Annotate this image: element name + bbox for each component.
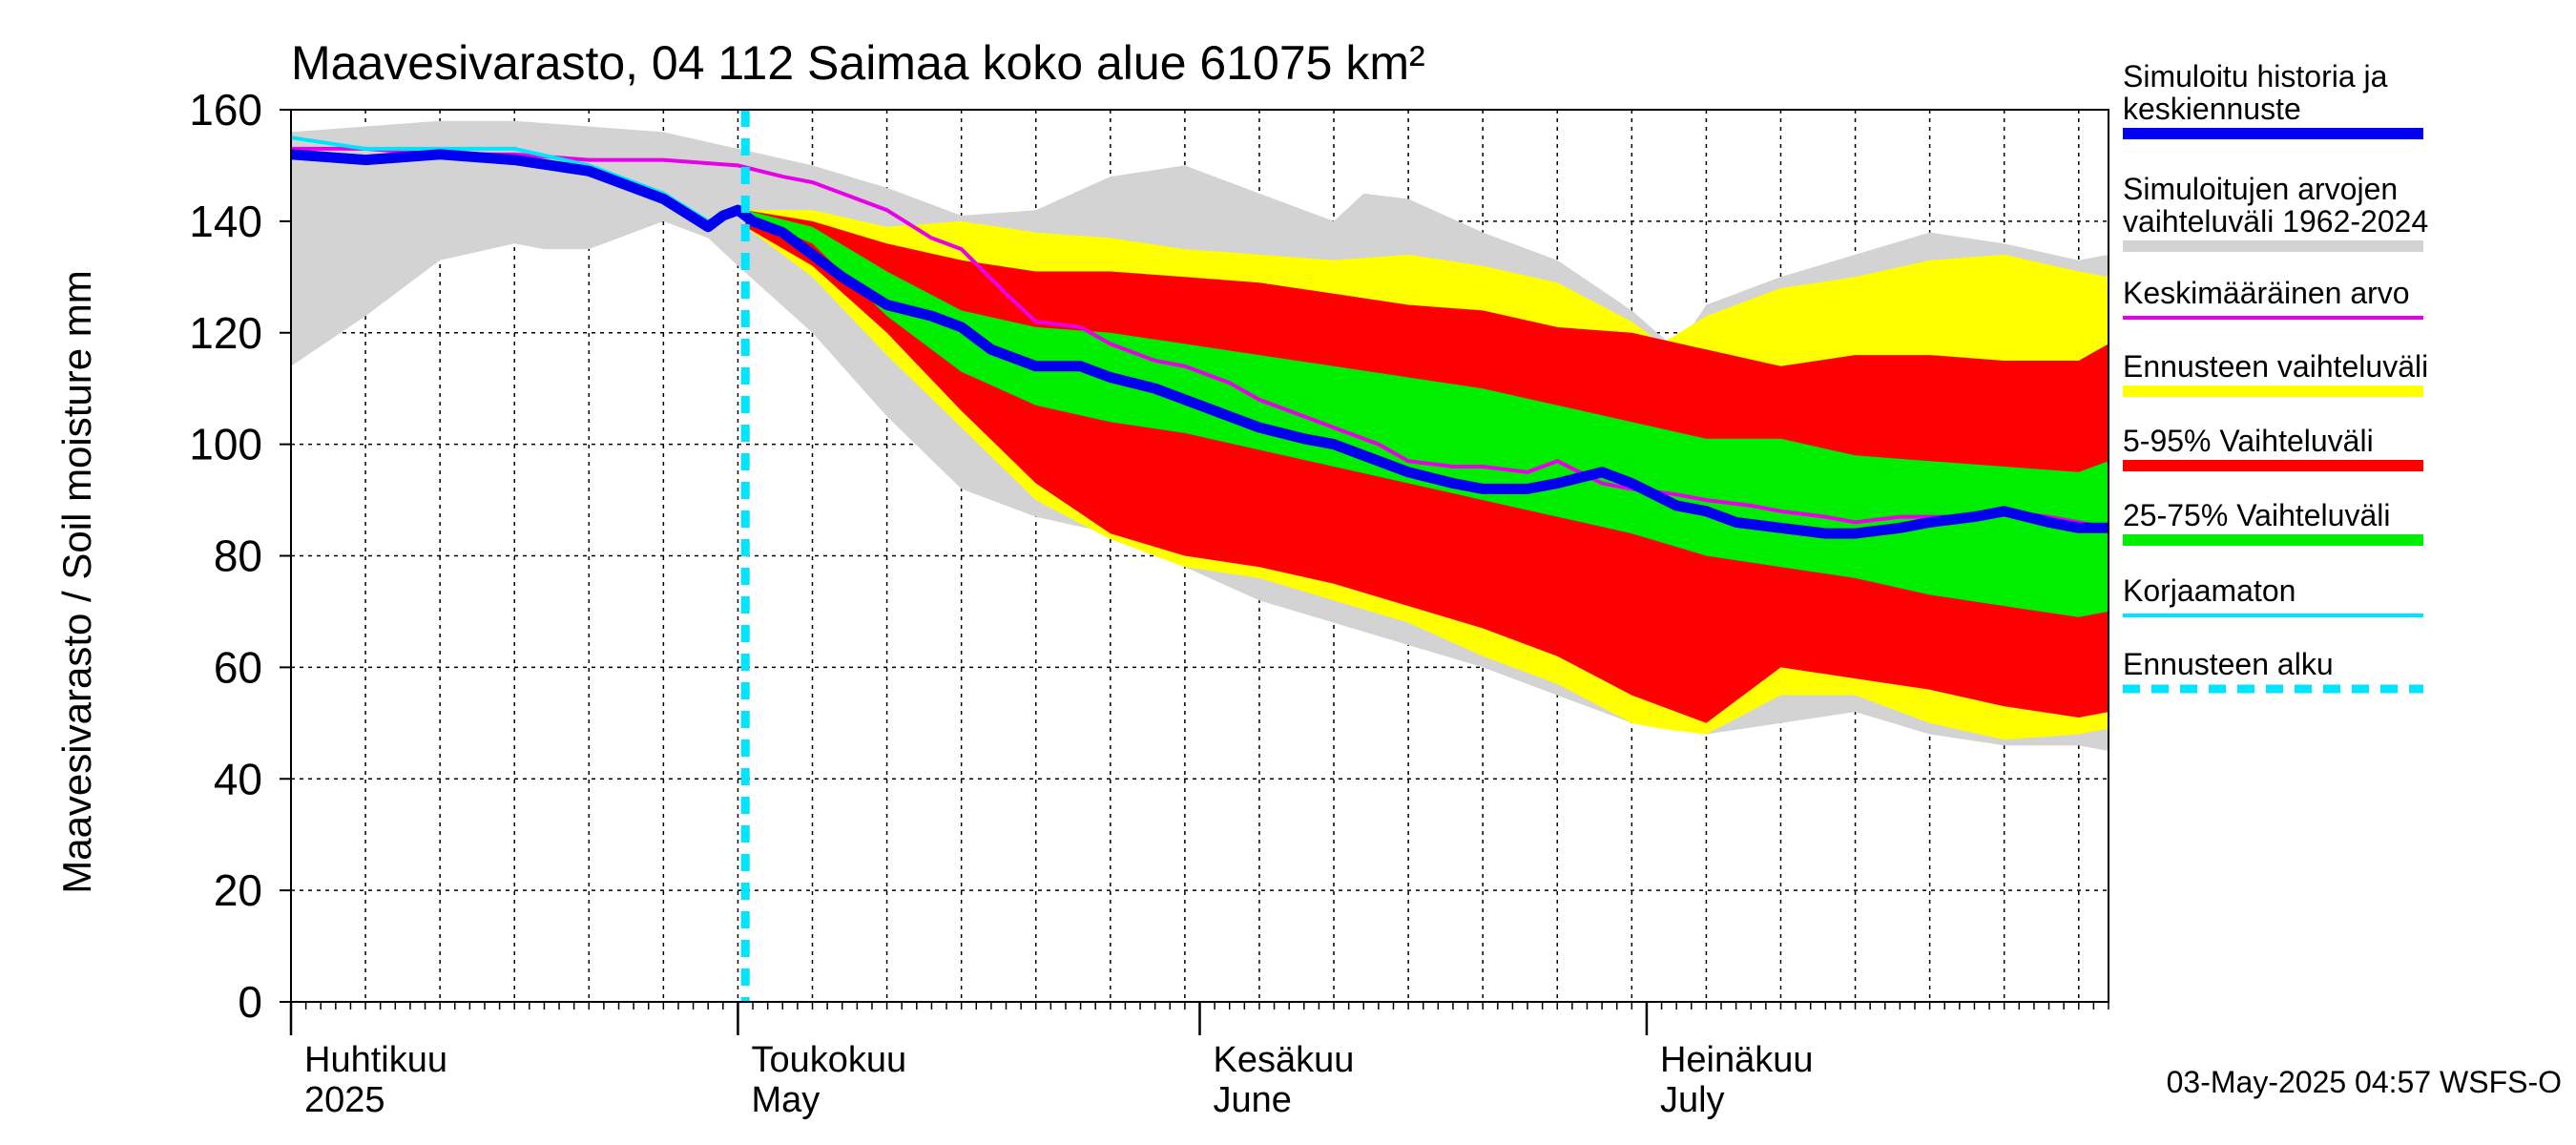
y-tick-label: 80 [214,531,262,581]
y-tick-label: 40 [214,754,262,803]
y-tick-label: 0 [238,977,262,1027]
x-month-sublabel: June [1214,1080,1292,1120]
y-axis-label: Maavesivarasto / Soil moisture mm [54,270,99,894]
legend-label: 25-75% Vaihteluväli [2123,498,2390,532]
legend-label: Simuloitu historia ja keskiennuste [2123,59,2388,126]
x-month-label: Toukokuu [751,1040,906,1080]
legend-label: Keskimääräinen arvo [2123,276,2410,310]
y-tick-label: 100 [189,420,262,469]
x-month-sublabel: 2025 [304,1080,385,1120]
plot-area [290,110,2109,1002]
x-month-label: Huhtikuu [304,1040,447,1080]
x-month-label: Kesäkuu [1214,1040,1355,1080]
chart-title: Maavesivarasto, 04 112 Saimaa koko alue … [291,36,1425,90]
x-month-label: Heinäkuu [1660,1040,1814,1080]
footer-timestamp: 03-May-2025 04:57 WSFS-O [2167,1065,2562,1099]
x-month-sublabel: July [1660,1080,1725,1120]
legend-label: Simuloitujen arvojen vaihteluväli 1962-20… [2123,172,2428,239]
legend-label: Ennusteen alku [2123,647,2334,681]
history-forecast-line [290,149,2109,539]
x-month-sublabel: May [751,1080,820,1120]
legend-label: Korjaamaton [2123,573,2296,608]
y-tick-label: 120 [189,308,262,358]
y-tick-label: 60 [214,642,262,692]
range-25-75-band [745,210,2109,617]
mean-line [291,146,2109,531]
legend: Simuloitu historia ja keskiennuste Simuloi… [2123,59,2428,694]
legend-label: 5-95% Vaihteluväli [2123,424,2374,458]
y-tick-label: 160 [189,85,262,135]
legend-label: Ennusteen vaihteluväli [2123,349,2428,384]
y-tick-label: 20 [214,865,262,915]
y-tick-label: 140 [189,197,262,246]
